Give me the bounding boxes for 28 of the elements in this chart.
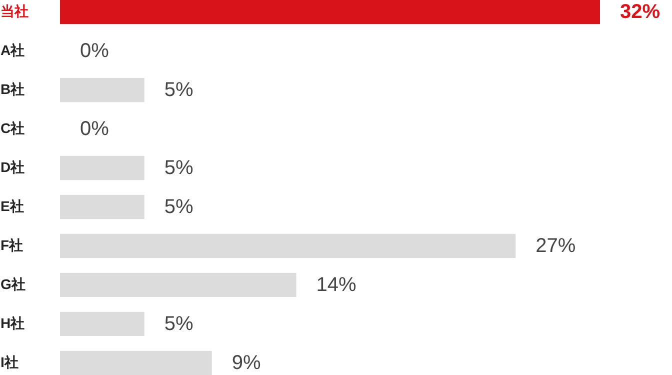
data-label: 5% <box>164 196 194 218</box>
y-tick-label: A社 <box>0 42 25 58</box>
bar <box>60 156 144 180</box>
data-label: 9% <box>232 352 261 374</box>
y-tick-label: D社 <box>0 159 25 176</box>
bar <box>60 234 516 258</box>
data-label: 0% <box>80 40 110 62</box>
y-tick-label: 当社 <box>0 3 28 20</box>
y-tick-label: I社 <box>0 354 18 370</box>
y-tick-label: E社 <box>0 198 24 214</box>
bar <box>60 272 296 298</box>
data-label: 5% <box>164 79 194 102</box>
bar <box>60 78 144 102</box>
data-label: 5% <box>164 312 194 335</box>
bar <box>60 0 600 24</box>
y-tick-label: G社 <box>0 276 26 292</box>
data-label: 32% <box>620 1 660 24</box>
bar <box>60 312 144 336</box>
y-tick-label: H社 <box>0 314 25 331</box>
y-tick-label: F社 <box>0 236 24 253</box>
bar <box>60 194 144 220</box>
y-tick-label: C社 <box>0 120 25 136</box>
y-tick-label: B社 <box>0 81 25 98</box>
data-label: 0% <box>80 118 110 140</box>
data-label: 27% <box>536 234 576 257</box>
data-label: 14% <box>316 274 356 296</box>
data-label: 5% <box>164 157 194 180</box>
bar <box>60 350 212 375</box>
